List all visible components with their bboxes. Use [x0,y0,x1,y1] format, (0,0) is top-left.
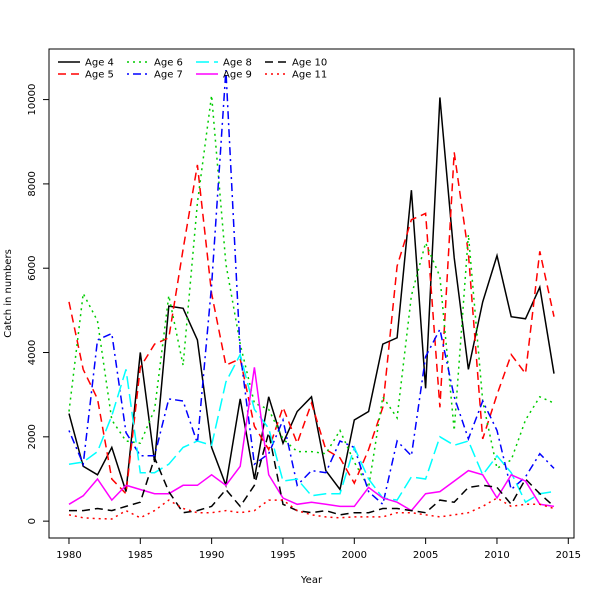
legend-label-2: Age 5 [85,70,114,81]
x-axis: 1980 1985 1990 1995 2000 2005 2010 2015 [56,538,581,561]
y-tick-label: 6000 [27,255,38,280]
legend-label-7: Age 10 [292,58,327,69]
y-tick-label: 0 [27,518,38,524]
series-line-2 [68,152,555,496]
x-tick-label: 1985 [128,550,153,561]
series-line-8 [68,497,555,520]
y-tick-label: 10000 [27,84,38,116]
x-axis-title: Year [300,575,323,586]
series-line-1 [68,97,555,492]
series-line-4 [68,70,555,506]
x-tick-label: 1990 [199,550,224,561]
legend-label-3: Age 6 [154,58,183,69]
y-tick-label: 8000 [27,171,38,196]
y-tick-label: 2000 [27,424,38,449]
y-axis: 0 2000 4000 6000 8000 10000 [27,84,49,524]
series-line-3 [68,95,555,490]
x-tick-label: 2000 [342,550,367,561]
series-layer [68,70,555,520]
legend-label-6: Age 9 [223,70,252,81]
x-tick-label: 2015 [556,550,581,561]
x-tick-label: 2010 [484,550,509,561]
series-line-5 [68,352,555,504]
legend-label-8: Age 11 [292,70,327,81]
plot-frame [48,48,575,539]
series-line-6 [68,367,555,512]
x-tick-label: 1980 [56,550,81,561]
y-tick-label: 4000 [27,340,38,365]
legend-label-5: Age 8 [223,58,252,69]
legend-label-4: Age 7 [154,70,183,81]
legend-label-1: Age 4 [85,58,114,69]
series-line-7 [69,432,555,516]
x-tick-label: 1995 [270,550,295,561]
y-axis-title: Catch in numbers [3,249,14,338]
x-tick-label: 2005 [413,550,438,561]
